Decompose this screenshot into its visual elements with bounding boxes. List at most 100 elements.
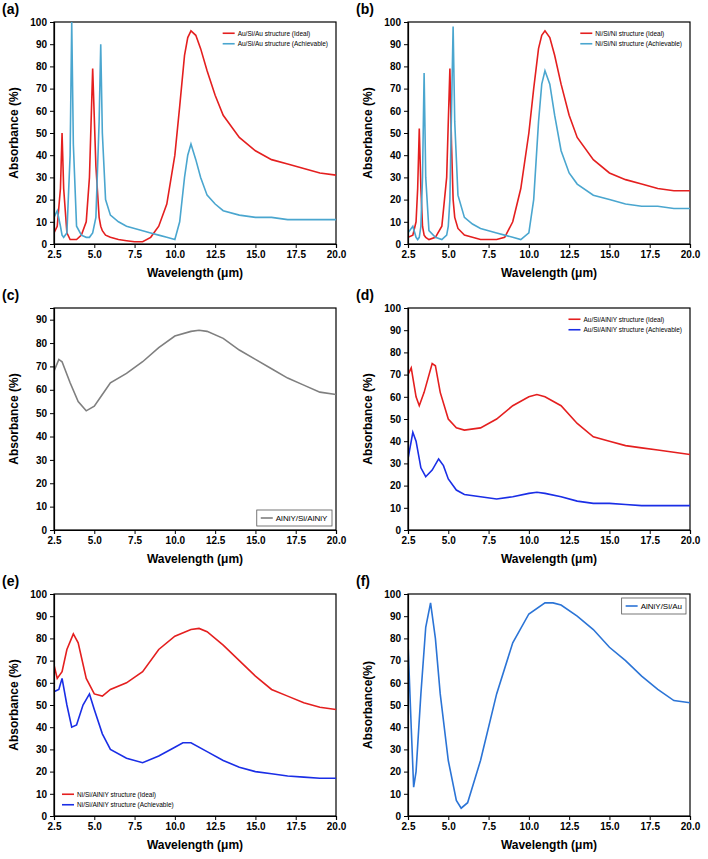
x-axis: 2.55.07.510.012.515.017.520.0 <box>48 244 347 260</box>
y-tick-mark <box>404 661 408 662</box>
y-tick-mark <box>50 222 54 223</box>
y-tick-label: 10 <box>390 789 402 800</box>
legend-swatch <box>580 43 592 45</box>
y-tick-label: 80 <box>390 61 402 72</box>
x-tick: 7.5 <box>128 244 142 260</box>
y-tick: 0 <box>395 239 408 250</box>
y-tick: 10 <box>36 789 54 800</box>
y-tick: 50 <box>36 408 54 419</box>
series-line <box>408 364 690 455</box>
y-tick: 50 <box>36 700 54 711</box>
y-tick-label: 100 <box>384 303 401 314</box>
legend-swatch <box>580 32 592 34</box>
x-tick-label: 17.5 <box>640 535 660 546</box>
x-tick: 10.0 <box>166 816 186 832</box>
y-tick-mark <box>50 483 54 484</box>
x-tick-label: 10.0 <box>520 821 540 832</box>
y-tick: 50 <box>390 128 408 139</box>
x-tick-label: 10.0 <box>166 535 186 546</box>
y-tick-label: 90 <box>36 39 48 50</box>
y-tick-mark <box>404 772 408 773</box>
x-tick-mark <box>94 816 95 820</box>
y-tick-label: 10 <box>36 789 48 800</box>
y-tick-mark <box>50 66 54 67</box>
x-tick-mark <box>175 816 176 820</box>
y-tick-label: 70 <box>390 369 402 380</box>
x-axis-title: Wavelength (μm) <box>501 838 597 852</box>
y-tick: 40 <box>36 150 54 161</box>
y-tick-mark <box>404 244 408 245</box>
y-tick: 70 <box>36 83 54 94</box>
x-tick-mark <box>215 530 216 534</box>
legend-box <box>58 787 178 812</box>
x-tick-label: 15.0 <box>246 821 266 832</box>
x-tick-mark <box>690 244 691 248</box>
y-tick-label: 70 <box>36 361 48 372</box>
x-tick: 20.0 <box>327 530 347 546</box>
x-tick: 2.5 <box>48 816 62 832</box>
y-tick: 30 <box>36 455 54 466</box>
x-tick-label: 10.0 <box>520 249 540 260</box>
plot-frame <box>408 22 690 244</box>
y-tick-label: 50 <box>36 700 48 711</box>
y-tick: 50 <box>390 414 408 425</box>
plot-frame <box>408 594 690 816</box>
y-tick: 100 <box>30 589 54 600</box>
y-tick-label: 40 <box>390 150 402 161</box>
y-tick-label: 70 <box>390 83 402 94</box>
y-tick-label: 50 <box>390 414 402 425</box>
series-line <box>408 603 690 808</box>
y-axis: 0102030405060708090100 <box>384 17 408 250</box>
y-axis-line <box>404 309 409 531</box>
y-tick-label: 20 <box>390 766 402 777</box>
legend-label: Ni/Si/AlNiY structure (Ideal) <box>77 791 156 799</box>
x-tick-label: 7.5 <box>482 535 496 546</box>
y-tick: 50 <box>36 128 54 139</box>
y-tick-label: 40 <box>36 722 48 733</box>
y-tick-mark <box>404 352 408 353</box>
panel-label: (b) <box>356 1 374 17</box>
y-tick: 60 <box>390 678 408 689</box>
y-tick-label: 50 <box>390 700 402 711</box>
legend-swatch <box>223 43 235 45</box>
x-tick-mark <box>135 816 136 820</box>
y-tick-label: 30 <box>36 455 48 466</box>
x-tick: 10.0 <box>520 244 540 260</box>
y-tick-label: 0 <box>41 239 47 250</box>
x-tick-label: 7.5 <box>128 821 142 832</box>
x-tick-mark <box>690 530 691 534</box>
x-axis-line <box>55 245 337 249</box>
x-tick-mark <box>94 530 95 534</box>
y-tick: 0 <box>41 525 54 536</box>
x-tick-label: 2.5 <box>48 535 62 546</box>
x-tick-mark <box>255 530 256 534</box>
y-tick: 40 <box>36 431 54 442</box>
x-tick-label: 20.0 <box>327 535 347 546</box>
y-tick-label: 10 <box>390 217 402 228</box>
y-axis-title: Absorbance (%) <box>7 87 21 178</box>
y-tick-mark <box>50 638 54 639</box>
y-tick-label: 20 <box>390 480 402 491</box>
x-tick: 7.5 <box>128 530 142 546</box>
y-tick-label: 60 <box>36 678 48 689</box>
y-axis-title: Absorbance (%) <box>361 373 375 464</box>
x-axis: 2.55.07.510.012.515.017.520.0 <box>402 530 701 546</box>
y-tick-label: 60 <box>390 678 402 689</box>
x-axis-title: Wavelength (μm) <box>501 552 597 566</box>
legend-box <box>257 510 332 526</box>
y-tick-label: 70 <box>390 655 402 666</box>
y-axis: 0102030405060708090 <box>36 309 55 536</box>
y-tick-label: 80 <box>36 338 48 349</box>
y-tick-mark <box>50 661 54 662</box>
panel-label: (f) <box>356 573 370 589</box>
x-tick-mark <box>569 816 570 820</box>
x-tick: 2.5 <box>402 244 416 260</box>
y-tick: 30 <box>390 458 408 469</box>
x-tick-label: 20.0 <box>681 821 701 832</box>
x-tick: 15.0 <box>600 244 620 260</box>
y-tick: 80 <box>36 338 54 349</box>
x-tick-mark <box>296 530 297 534</box>
y-tick-label: 90 <box>36 611 48 622</box>
figure: 2.55.07.510.012.515.017.520.001020304050… <box>0 0 708 859</box>
x-tick: 20.0 <box>327 816 347 832</box>
